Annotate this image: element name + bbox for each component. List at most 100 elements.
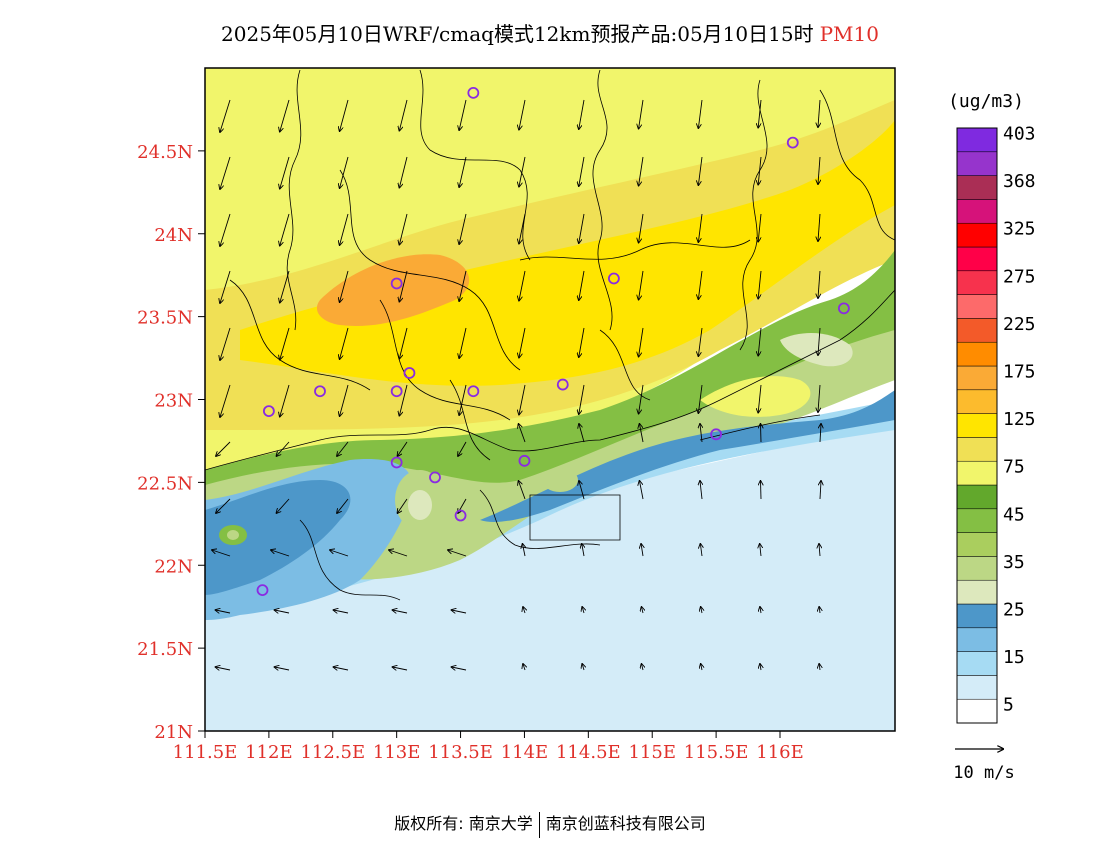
wind-arrow <box>275 610 290 613</box>
longitude-axis: 111.5E 112E 112.5E 113E 113.5E 114E 114.5E 115E… <box>173 731 804 763</box>
legend-swatch <box>956 389 998 414</box>
wind-arrow <box>399 99 408 131</box>
wind-arrow <box>758 99 762 128</box>
wind-arrow <box>582 664 584 671</box>
wind-arrow <box>452 667 467 670</box>
wind-arrow <box>337 498 349 513</box>
wind-scale-label: 10 m/s <box>953 763 1014 783</box>
wind-arrow <box>579 99 585 129</box>
wind-arrow <box>334 610 349 613</box>
legend-swatch <box>956 651 998 676</box>
wind-arrow <box>220 156 231 189</box>
station-marker <box>429 471 441 484</box>
wind-arrow <box>458 441 467 456</box>
lon-tick-label: 114E <box>501 742 549 763</box>
station-marker <box>518 454 531 467</box>
wind-arrow <box>820 481 821 500</box>
legend-swatch <box>956 627 998 652</box>
wind-arrow <box>701 607 702 614</box>
wind-arrow <box>519 156 526 187</box>
wind-arrow <box>216 667 231 670</box>
wind-arrow <box>761 424 762 443</box>
lon-tick-label: 112E <box>245 742 293 763</box>
legend-label: 25 <box>1003 599 1025 620</box>
legend-label: 15 <box>1003 647 1025 668</box>
wind-arrow <box>639 270 644 300</box>
wind-arrow <box>340 99 349 131</box>
legend-swatch <box>956 151 998 176</box>
lat-tick-label: 24.5N <box>137 142 193 163</box>
wind-arrow <box>698 384 703 413</box>
color-legend: 5 15 25 35 45 75 125 175 225 275 325 368 403 <box>956 123 1036 724</box>
station-marker <box>467 86 480 99</box>
wind-arrow <box>760 664 761 671</box>
wind-arrow <box>399 213 408 245</box>
wind-arrow <box>459 99 467 130</box>
wind-arrow <box>275 667 290 670</box>
wind-arrow <box>523 664 525 671</box>
copyright-right: 南京创蓝科技有限公司 <box>545 814 706 833</box>
wind-arrow <box>389 550 408 557</box>
lat-tick-label: 22N <box>154 556 193 577</box>
legend-swatch <box>956 603 998 629</box>
wind-arrow <box>277 441 290 456</box>
legend-swatch <box>956 579 998 605</box>
lon-tick-label: 114.5E <box>556 742 621 763</box>
wind-arrow <box>519 270 526 301</box>
wind-arrow <box>398 498 408 513</box>
legend-swatch <box>956 508 998 533</box>
wind-arrow <box>340 156 349 188</box>
legend-label: 175 <box>1003 361 1036 382</box>
lon-tick-label: 116E <box>756 742 804 763</box>
wind-arrow <box>216 610 231 613</box>
wind-arrow <box>700 544 702 557</box>
wind-arrow <box>639 99 644 129</box>
legend-label: 75 <box>1003 457 1025 478</box>
wind-arrow <box>519 213 526 244</box>
wind-arrow <box>579 384 585 414</box>
legend-unit: (ug/m3) <box>948 91 1024 112</box>
wind-arrow <box>459 213 467 244</box>
wind-arrow <box>820 424 821 443</box>
station-marker <box>390 456 403 469</box>
station-marker <box>607 272 620 285</box>
wind-arrow <box>698 156 703 185</box>
wind-arrow <box>700 424 702 443</box>
station-marker <box>467 385 480 398</box>
wind-arrow <box>579 481 585 500</box>
wind-arrow <box>280 327 290 360</box>
wind-arrow <box>459 156 467 187</box>
wind-arrow <box>698 213 703 242</box>
wind-arrow <box>641 664 643 671</box>
wind-arrow <box>519 99 526 130</box>
legend-label: 275 <box>1003 266 1036 287</box>
wind-arrow <box>519 481 526 500</box>
wind-scale: 10 m/s <box>953 749 1015 783</box>
station-marker <box>556 378 569 391</box>
wind-arrow <box>337 441 349 456</box>
wind-arrow <box>698 327 703 356</box>
legend-label: 225 <box>1003 314 1036 335</box>
wind-arrow <box>393 667 408 670</box>
title-text: 2025年05月10日WRF/cmaq模式12km预报产品:05月10日15时 <box>221 22 814 46</box>
legend-swatch <box>956 246 998 272</box>
station-marker <box>454 509 467 522</box>
wind-arrow <box>818 99 820 127</box>
station-marker <box>837 302 850 315</box>
map-title: 2025年05月10日WRF/cmaq模式12km预报产品:05月10日15时 P… <box>0 18 1100 47</box>
admin-boundaries <box>205 69 895 601</box>
legend-swatch <box>956 413 998 438</box>
wind-arrow <box>818 213 820 241</box>
legend-swatch <box>956 698 998 724</box>
wind-arrow <box>280 213 290 246</box>
station-markers <box>256 86 850 597</box>
wind-arrow <box>819 607 820 614</box>
wind-arrow <box>399 327 408 359</box>
wind-arrow <box>459 384 467 415</box>
legend-label: 368 <box>1003 171 1036 192</box>
lat-tick-label: 24N <box>154 225 193 246</box>
wind-arrow <box>399 156 408 188</box>
wind-arrow <box>640 481 644 500</box>
wind-arrow <box>220 327 231 360</box>
wind-arrow <box>452 610 467 613</box>
